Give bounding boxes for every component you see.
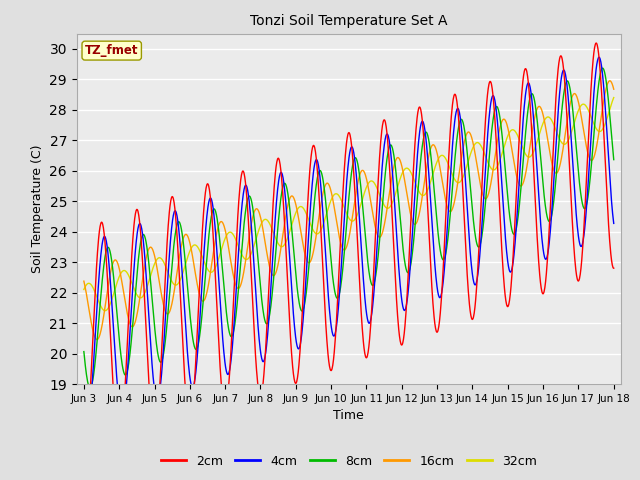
Y-axis label: Soil Temperature (C): Soil Temperature (C)	[31, 144, 44, 273]
Legend: 2cm, 4cm, 8cm, 16cm, 32cm: 2cm, 4cm, 8cm, 16cm, 32cm	[156, 450, 541, 473]
Title: Tonzi Soil Temperature Set A: Tonzi Soil Temperature Set A	[250, 14, 447, 28]
X-axis label: Time: Time	[333, 409, 364, 422]
Text: TZ_fmet: TZ_fmet	[85, 44, 138, 57]
